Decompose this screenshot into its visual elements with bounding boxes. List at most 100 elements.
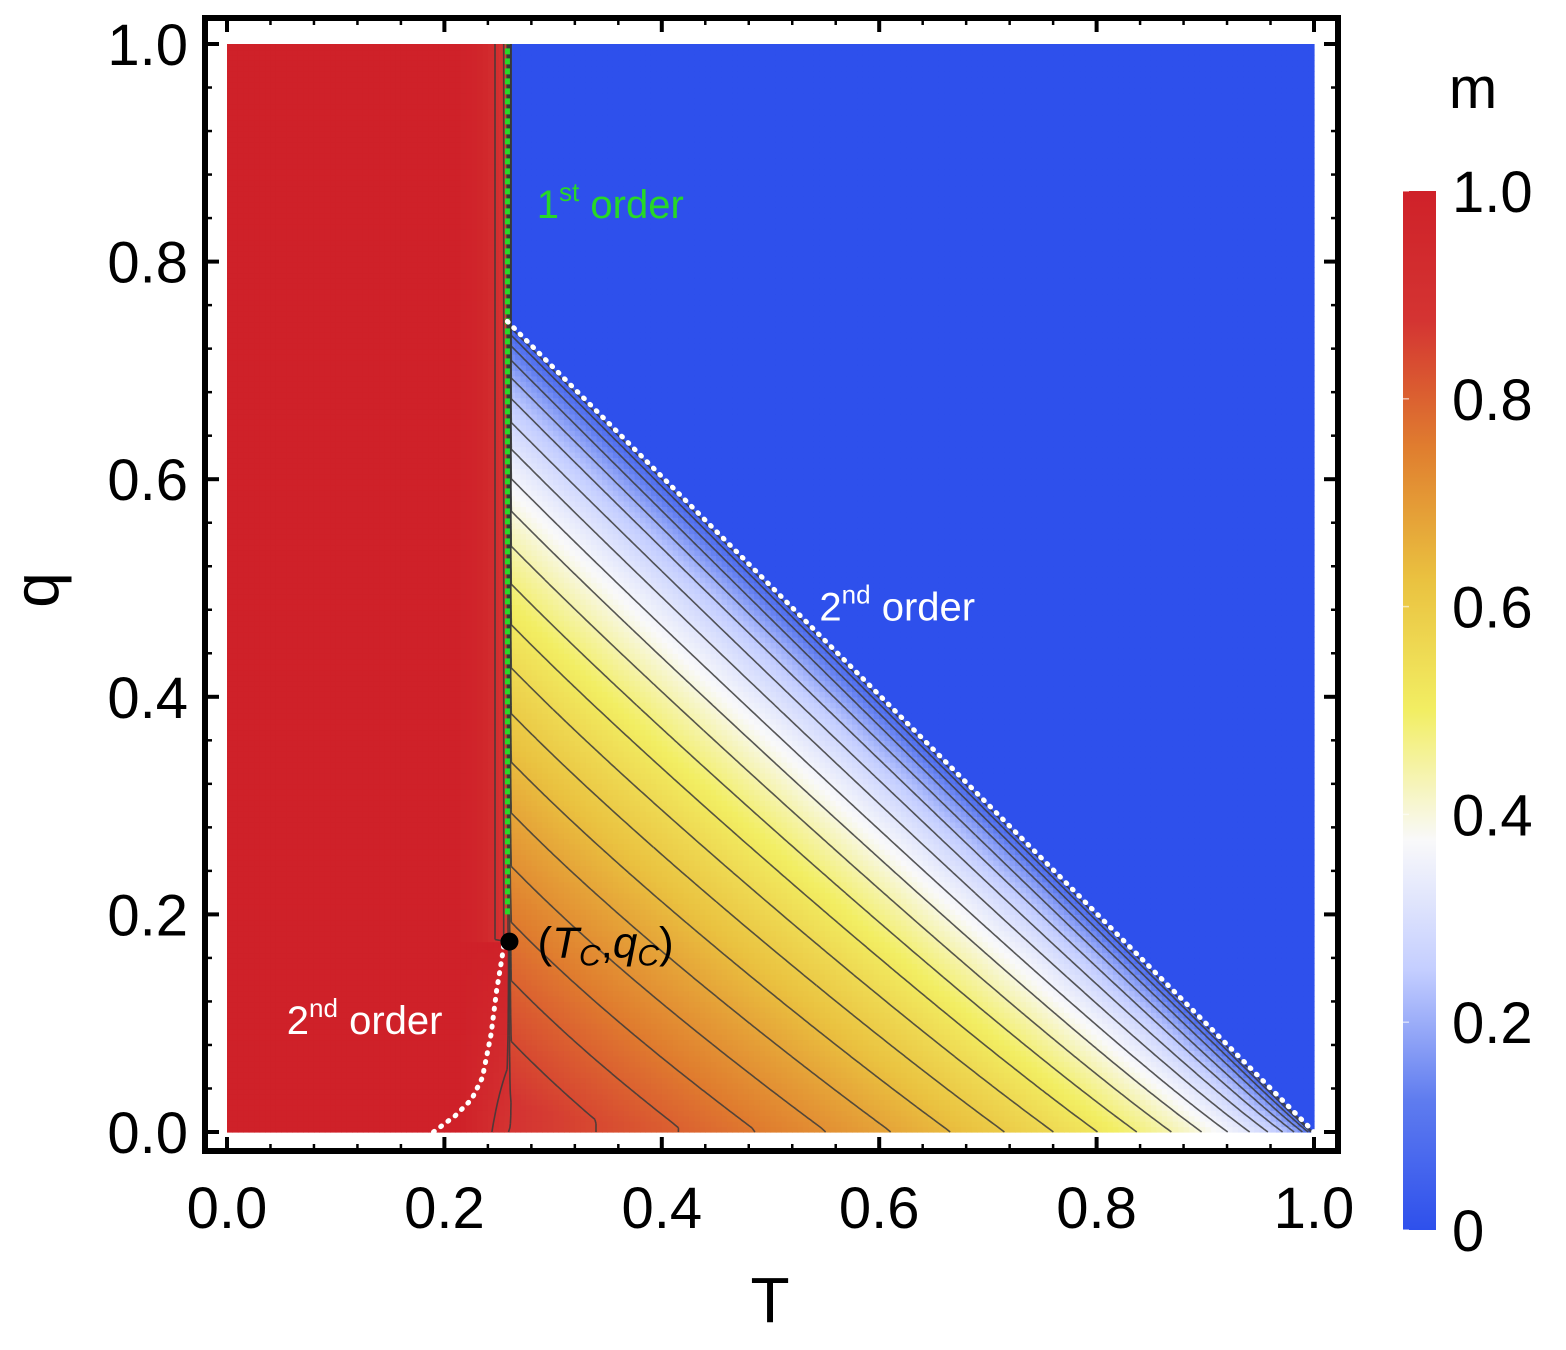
heatmap-cell	[313, 680, 320, 687]
heatmap-cell	[319, 44, 326, 51]
heatmap-cell	[243, 854, 250, 861]
heatmap-cell	[324, 636, 331, 643]
heatmap-cell	[232, 484, 239, 491]
heatmap-cell	[259, 1110, 266, 1117]
heatmap-cell	[346, 364, 353, 371]
heatmap-cell	[292, 930, 299, 937]
heatmap-cell	[352, 729, 359, 736]
heatmap-cell	[308, 849, 315, 856]
heatmap-cell	[292, 506, 299, 513]
heatmap-cell	[237, 974, 244, 981]
heatmap-cell	[319, 794, 326, 801]
heatmap-cell	[270, 800, 277, 807]
heatmap-cell	[270, 783, 277, 790]
heatmap-cell	[308, 952, 315, 959]
heatmap-cell	[330, 702, 337, 709]
heatmap-cell	[357, 996, 364, 1003]
heatmap-cell	[259, 495, 266, 502]
heatmap-cell	[265, 571, 272, 578]
heatmap-cell	[265, 60, 272, 67]
heatmap-cell	[259, 413, 266, 420]
heatmap-cell	[232, 381, 239, 388]
heatmap-cell	[265, 544, 272, 551]
heatmap-cell	[313, 604, 320, 611]
heatmap-cell	[324, 218, 331, 225]
heatmap-cell	[308, 838, 315, 845]
heatmap-cell	[341, 549, 348, 556]
heatmap-cell	[286, 141, 293, 148]
heatmap-cell	[313, 131, 320, 138]
heatmap-cell	[335, 936, 342, 943]
heatmap-cell	[254, 919, 261, 926]
heatmap-cell	[227, 60, 234, 67]
heatmap-cell	[346, 598, 353, 605]
heatmap-cell	[346, 375, 353, 382]
heatmap-cell	[308, 98, 315, 105]
heatmap-cell	[297, 386, 304, 393]
heatmap-cell	[297, 778, 304, 785]
heatmap-cell	[308, 109, 315, 116]
heatmap-cell	[324, 947, 331, 954]
heatmap-cell	[237, 1001, 244, 1008]
heatmap-cell	[297, 892, 304, 899]
heatmap-cell	[357, 811, 364, 818]
heatmap-cell	[254, 811, 261, 818]
heatmap-cell	[275, 1023, 282, 1030]
heatmap-cell	[324, 49, 331, 56]
heatmap-cell	[259, 800, 266, 807]
heatmap-cell	[270, 724, 277, 731]
heatmap-cell	[254, 1126, 261, 1133]
heatmap-cell	[297, 908, 304, 915]
heatmap-cell	[227, 849, 234, 856]
heatmap-cell	[254, 326, 261, 333]
heatmap-cell	[259, 473, 266, 480]
heatmap-cell	[313, 745, 320, 752]
heatmap-cell	[275, 533, 282, 540]
heatmap-cell	[254, 593, 261, 600]
heatmap-cell	[335, 887, 342, 894]
heatmap-cell	[346, 914, 353, 921]
heatmap-cell	[265, 1126, 272, 1133]
heatmap-cell	[254, 381, 261, 388]
heatmap-cell	[265, 941, 272, 948]
heatmap-cell	[335, 277, 342, 284]
heatmap-cell	[281, 403, 288, 410]
heatmap-cell	[237, 479, 244, 486]
heatmap-cell	[335, 1028, 342, 1035]
heatmap-cell	[259, 963, 266, 970]
heatmap-cell	[346, 963, 353, 970]
heatmap-cell	[270, 816, 277, 823]
heatmap-cell	[227, 196, 234, 203]
heatmap-cell	[227, 495, 234, 502]
heatmap-cell	[248, 403, 255, 410]
heatmap-cell	[232, 664, 239, 671]
heatmap-cell	[303, 952, 310, 959]
heatmap-cell	[227, 658, 234, 665]
heatmap-cell	[303, 881, 310, 888]
heatmap-cell	[308, 305, 315, 312]
heatmap-cell	[248, 201, 255, 208]
heatmap-cell	[335, 968, 342, 975]
heatmap-cell	[232, 71, 239, 78]
heatmap-cell	[352, 158, 359, 165]
heatmap-cell	[319, 337, 326, 344]
heatmap-cell	[357, 1028, 364, 1035]
heatmap-cell	[248, 120, 255, 127]
heatmap-cell	[243, 408, 250, 415]
heatmap-cell	[227, 957, 234, 964]
heatmap-cell	[237, 190, 244, 197]
heatmap-cell	[259, 979, 266, 986]
heatmap-cell	[248, 326, 255, 333]
heatmap-cell	[292, 386, 299, 393]
heatmap-cell	[330, 805, 337, 812]
heatmap-cell	[259, 919, 266, 926]
heatmap-cell	[308, 147, 315, 154]
heatmap-cell	[308, 860, 315, 867]
heatmap-cell	[324, 555, 331, 562]
heatmap-cell	[237, 577, 244, 584]
heatmap-cell	[275, 881, 282, 888]
heatmap-cell	[357, 642, 364, 649]
heatmap-cell	[303, 364, 310, 371]
heatmap-cell	[286, 751, 293, 758]
heatmap-cell	[352, 1072, 359, 1079]
